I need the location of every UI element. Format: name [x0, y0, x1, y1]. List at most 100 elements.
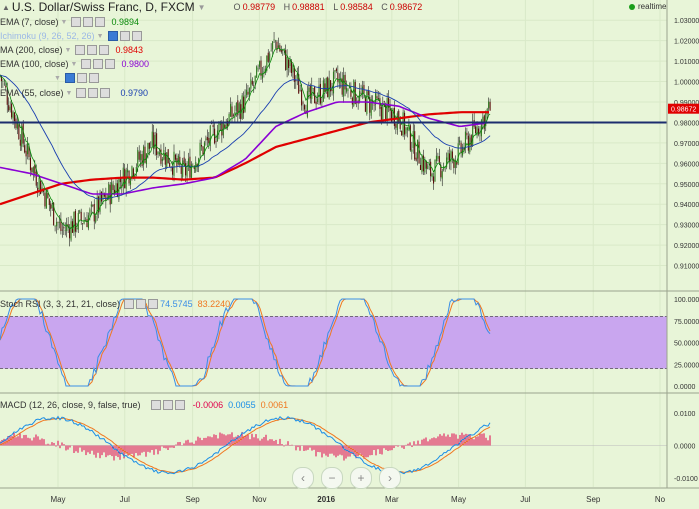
candle — [303, 105, 306, 110]
candle — [73, 211, 75, 233]
macd-hist-bar — [203, 437, 205, 446]
candle — [261, 73, 263, 79]
settings-icon[interactable] — [83, 17, 94, 27]
macd-hist-bar — [93, 445, 95, 455]
macd-hist-bar — [159, 445, 161, 451]
visibility-icon[interactable] — [75, 45, 86, 55]
indicator-ema7[interactable]: EMA (7, close) ▼ 0.9894 — [0, 15, 139, 29]
macd-legend[interactable]: MACD (12, 26, close, 9, false, true) -0.… — [0, 398, 288, 412]
macd-hist-bar — [425, 437, 427, 446]
indicator-ema100[interactable]: EMA (100, close) ▼ 0.9800 — [0, 57, 149, 71]
candle — [380, 106, 382, 120]
macd-hist-bar — [37, 436, 39, 446]
candle — [405, 127, 407, 134]
indicator-ma200[interactable]: MA (200, close) ▼ 0.9843 — [0, 43, 143, 57]
candle — [228, 113, 230, 125]
candle — [338, 79, 340, 84]
settings-icon[interactable] — [136, 299, 147, 309]
settings-icon[interactable] — [88, 88, 99, 98]
close-icon[interactable] — [105, 59, 116, 69]
macd-hist-bar — [79, 445, 81, 448]
macd-hist-bar — [123, 445, 125, 459]
close-icon[interactable] — [100, 88, 111, 98]
macd-hist-bar — [197, 436, 199, 446]
scroll-left-button[interactable]: ‹ — [292, 467, 314, 489]
close-icon[interactable] — [99, 45, 110, 55]
settings-icon[interactable] — [76, 73, 87, 83]
candle — [376, 96, 378, 99]
low-key: L — [333, 2, 339, 12]
candle — [224, 124, 226, 128]
candle — [27, 143, 29, 155]
candle — [114, 189, 116, 195]
macd-hist-bar — [333, 445, 335, 456]
macd-hist-bar — [349, 445, 351, 457]
symbol-title[interactable]: U.S. Dollar/Swiss Franc, D, FXCM — [11, 0, 195, 14]
dropdown-icon[interactable]: ▼ — [96, 32, 104, 40]
candle — [183, 157, 185, 165]
close-icon[interactable] — [148, 299, 159, 309]
settings-icon[interactable] — [87, 45, 98, 55]
stoch-legend[interactable]: Stoch RSI (3, 3, 21, 21, close) 74.5745 … — [0, 297, 230, 311]
close-icon[interactable] — [174, 400, 185, 410]
close-icon[interactable] — [95, 17, 106, 27]
visibility-icon[interactable] — [124, 299, 135, 309]
indicator-hidden[interactable]: ▼ — [0, 71, 99, 85]
collapse-icon[interactable]: ▲ — [2, 2, 10, 12]
visibility-icon[interactable] — [76, 88, 87, 98]
macd-hist-bar — [151, 445, 153, 450]
macd-hist-bar — [339, 445, 341, 455]
visibility-icon[interactable] — [81, 59, 92, 69]
visibility-icon[interactable] — [64, 73, 75, 83]
zoom-in-button[interactable]: + — [350, 467, 372, 489]
macd-hist-bar — [485, 437, 487, 446]
close-icon[interactable] — [131, 31, 142, 41]
close-icon[interactable] — [88, 73, 99, 83]
dropdown-icon[interactable]: ▼ — [60, 18, 68, 26]
macd-line — [0, 415, 491, 475]
visibility-icon[interactable] — [71, 17, 82, 27]
ma200-line — [0, 111, 489, 206]
macd-hist-bar — [183, 443, 185, 446]
indicator-ema55[interactable]: EMA (55, close) ▼ 0.9790 — [0, 86, 148, 100]
visibility-icon[interactable] — [107, 31, 118, 41]
scroll-right-button[interactable]: › — [379, 467, 401, 489]
candle — [443, 166, 445, 170]
candle — [79, 210, 81, 213]
candle — [25, 150, 27, 157]
macd-hist-bar — [297, 445, 299, 448]
settings-icon[interactable] — [162, 400, 173, 410]
candle — [253, 85, 255, 86]
candle — [335, 68, 337, 72]
macd-hist-bar — [451, 433, 453, 446]
candle — [147, 142, 149, 155]
macd-hist-bar — [29, 438, 31, 446]
macd-hist-bar — [341, 445, 343, 456]
dropdown-icon[interactable]: ▼ — [70, 60, 78, 68]
dropdown-icon[interactable]: ▼ — [54, 74, 61, 82]
candle — [83, 219, 85, 224]
settings-icon[interactable] — [93, 59, 104, 69]
macd-hist-bar — [77, 445, 79, 453]
macd-hist-bar — [111, 445, 113, 457]
visibility-icon[interactable] — [150, 400, 161, 410]
macd-hist-bar — [231, 432, 233, 446]
macd-hist-bar — [417, 440, 419, 446]
macd-hist-bar — [15, 437, 17, 446]
symbol-dropdown-icon[interactable]: ▼ — [197, 2, 206, 12]
candle — [13, 112, 16, 121]
indicator-ichimoku[interactable]: Ichimoku (9, 26, 52, 26) ▼ — [0, 29, 142, 43]
macd-hist-bar — [477, 436, 479, 446]
candle — [35, 171, 37, 186]
macd-hist-bar — [89, 445, 91, 454]
settings-icon[interactable] — [119, 31, 130, 41]
dropdown-icon[interactable]: ▼ — [65, 89, 73, 97]
candle — [360, 92, 362, 94]
zoom-out-button[interactable]: − — [321, 467, 343, 489]
macd-hist-bar — [431, 438, 433, 446]
candle — [388, 97, 390, 108]
candle — [106, 197, 108, 199]
candle — [244, 94, 246, 112]
dropdown-icon[interactable]: ▼ — [64, 46, 72, 54]
